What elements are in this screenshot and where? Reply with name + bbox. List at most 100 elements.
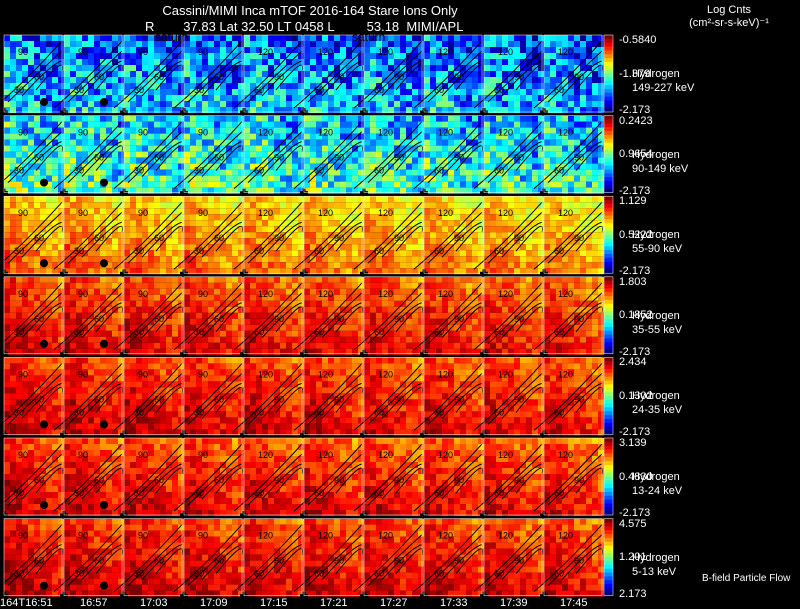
heatmap-cell (226, 306, 232, 313)
heatmap-cell (262, 202, 268, 209)
heatmap-cell (142, 187, 148, 194)
heatmap-cell (292, 127, 298, 134)
heatmap-cell (328, 250, 334, 257)
heatmap-cell (406, 35, 412, 41)
heatmap-cell (310, 220, 316, 227)
heatmap-cell (460, 41, 466, 47)
heatmap-cell (562, 35, 568, 41)
heatmap-cell (142, 220, 148, 227)
heatmap-cell (412, 250, 418, 257)
heatmap-cell (496, 268, 502, 275)
contour-value-label: 60 (34, 314, 44, 324)
heatmap-cell (424, 115, 430, 122)
heatmap-cell (466, 41, 472, 47)
heatmap-cell (100, 318, 106, 325)
heatmap-cell (172, 238, 178, 245)
heatmap-cell (238, 157, 244, 164)
heatmap-cell (562, 145, 568, 152)
heatmap-cell (370, 202, 376, 209)
heatmap-cell (538, 169, 544, 176)
heatmap-cell (496, 238, 502, 245)
heatmap-cell (298, 288, 304, 295)
heatmap-cell (208, 306, 214, 313)
heatmap-cell (52, 169, 58, 176)
heatmap-cell (232, 101, 238, 107)
heatmap-cell (454, 53, 460, 59)
heatmap-cell (10, 300, 16, 307)
heatmap-cell (544, 268, 550, 275)
heatmap-cell (34, 59, 40, 65)
heatmap-cell (478, 187, 484, 194)
heatmap-cell (382, 35, 388, 41)
heatmap-cell (58, 336, 64, 343)
heatmap-cell (460, 238, 466, 245)
heatmap-cell (424, 47, 430, 53)
heatmap-cell (496, 214, 502, 221)
heatmap-cell (46, 196, 52, 203)
heatmap-cell (580, 107, 586, 113)
heatmap-cell (136, 175, 142, 182)
field-contour-line (95, 225, 123, 252)
heatmap-cell (4, 244, 10, 251)
heatmap-cell (454, 121, 460, 128)
heatmap-cell (376, 121, 382, 128)
heatmap-cell (232, 336, 238, 343)
heatmap-cell (142, 127, 148, 134)
contour-value-label: 90 (198, 128, 208, 138)
heatmap-cell (286, 83, 292, 89)
colorbar-segment (604, 150, 613, 155)
heatmap-cell (184, 145, 190, 152)
heatmap-cell (586, 41, 592, 47)
heatmap-cell (442, 214, 448, 221)
heatmap-cell (526, 268, 532, 275)
heatmap-cell (532, 145, 538, 152)
heatmap-cell (598, 163, 604, 170)
heatmap-cell (478, 226, 484, 233)
colorbar-segment (604, 138, 613, 144)
contour-value-label: 60 (254, 327, 264, 337)
heatmap-cell (472, 232, 478, 239)
heatmap-cell (424, 208, 430, 215)
heatmap-cell (310, 232, 316, 239)
heatmap-cell (178, 169, 184, 176)
heatmap-cell (274, 214, 280, 221)
heatmap-cell (106, 175, 112, 182)
heatmap-cell (382, 214, 388, 221)
heatmap-cell (490, 107, 496, 113)
heatmap-cell (118, 121, 124, 128)
heatmap-cell (178, 121, 184, 128)
heatmap-cell (220, 256, 226, 263)
heatmap-cell (292, 250, 298, 257)
heatmap-cell (220, 107, 226, 113)
heatmap-cell (472, 115, 478, 122)
heatmap-cell (340, 250, 346, 257)
field-contour-line (7, 50, 63, 103)
heatmap-cell (400, 101, 406, 107)
heatmap-cell (412, 121, 418, 128)
contour-value-label: 90 (78, 128, 88, 138)
heatmap-cell (592, 35, 598, 41)
heatmap-cell (406, 53, 412, 59)
heatmap-cell (76, 300, 82, 307)
heatmap-cell (70, 268, 76, 275)
heatmap-cell (244, 306, 250, 313)
heatmap-cell (592, 127, 598, 134)
heatmap-cell (106, 220, 112, 227)
heatmap-cell (556, 127, 562, 134)
heatmap-cell (532, 127, 538, 134)
heatmap-cell (418, 133, 424, 140)
heatmap-cell (142, 139, 148, 146)
heatmap-cell (220, 324, 226, 331)
heatmap-cell (496, 202, 502, 209)
heatmap-cell (346, 220, 352, 227)
heatmap-cell (598, 220, 604, 227)
heatmap-cell (400, 133, 406, 140)
colorbar-segment (604, 165, 613, 170)
heatmap-cell (76, 139, 82, 146)
heatmap-cell (142, 145, 148, 152)
contour-value-label: 60 (254, 85, 264, 95)
heatmap-cell (226, 65, 232, 71)
heatmap-cell (34, 35, 40, 41)
heatmap-cell (100, 35, 106, 41)
heatmap-cell (106, 157, 112, 164)
